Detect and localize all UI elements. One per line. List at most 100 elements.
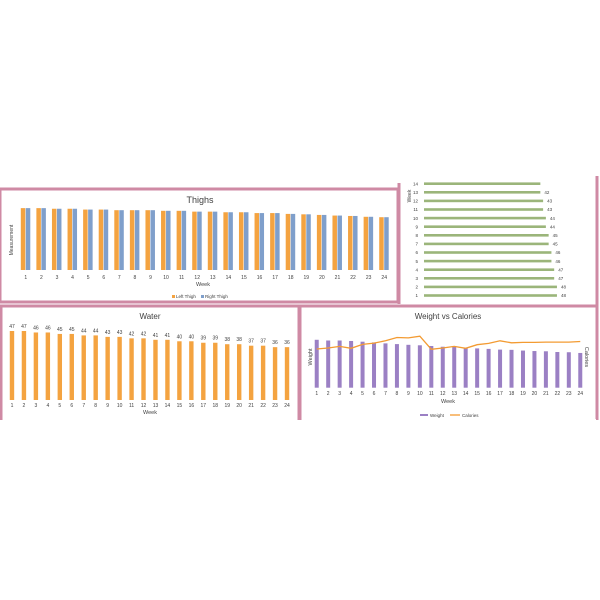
bar-right-thigh [275, 213, 280, 270]
calories-line [316, 335, 581, 350]
weight-bar [383, 343, 388, 388]
x-tick-label: 4 [350, 391, 353, 397]
x-tick-label: 20 [236, 403, 242, 409]
y-tick-label: 6 [415, 250, 418, 255]
y-tick-label: 12 [413, 199, 419, 204]
water-bar [105, 336, 110, 400]
water-bar [248, 345, 254, 400]
data-label: 46 [33, 325, 39, 331]
weight-bar [532, 351, 537, 388]
x-tick-label: 14 [226, 275, 232, 281]
y-tick-label: 11 [413, 207, 418, 212]
x-tick-label: 2 [23, 403, 26, 409]
week-bar [424, 216, 546, 220]
legend-label: Right Thigh [205, 294, 228, 299]
data-label: 40 [177, 334, 183, 340]
x-tick-label: 15 [241, 275, 247, 281]
x-tick-label: 3 [56, 275, 59, 281]
water-bar [260, 345, 266, 400]
water-bar [81, 335, 86, 400]
y-tick-label: 3 [415, 276, 418, 281]
bar-left-thigh [270, 213, 275, 270]
x-tick-label: 20 [532, 391, 538, 397]
bar-right-thigh [25, 208, 31, 270]
x-tick-label: 24 [577, 391, 583, 397]
bar-left-thigh [316, 214, 322, 270]
weight-bar [372, 342, 377, 388]
water-bar [117, 336, 122, 400]
weight-bar [326, 340, 331, 388]
water-bar [129, 338, 134, 400]
x-tick-label: 14 [463, 391, 469, 397]
chart-title: Weight vs Calories [415, 312, 482, 321]
data-label: 37 [260, 339, 266, 345]
x-tick-label: 11 [129, 403, 134, 409]
x-tick-label: 2 [327, 391, 330, 397]
data-label: 41 [165, 333, 171, 339]
x-tick-label: 1 [315, 391, 318, 397]
data-label: 44 [81, 328, 87, 334]
weight-calories-panel [298, 304, 599, 428]
data-label: 47 [9, 324, 15, 330]
x-tick-label: 4 [71, 275, 74, 281]
bar-left-thigh [254, 213, 260, 270]
data-label: 47 [558, 267, 564, 272]
x-tick-label: 22 [555, 391, 561, 397]
weight-bar [349, 340, 354, 388]
weight-bar [429, 346, 434, 388]
bar-left-thigh [285, 213, 291, 270]
data-label: 46 [555, 259, 561, 264]
bar-left-thigh [176, 210, 182, 270]
bar-left-thigh [223, 212, 228, 270]
x-tick-label: 24 [381, 275, 387, 281]
data-label: 48 [561, 285, 567, 290]
weight-bar [578, 352, 583, 388]
x-tick-label: 24 [284, 403, 290, 409]
data-label: 36 [284, 340, 290, 346]
x-tick-label: 3 [35, 403, 38, 409]
y-tick-label: 5 [415, 259, 418, 264]
bar-right-thigh [41, 208, 46, 270]
bar-left-thigh [348, 215, 353, 270]
legend-label: Left Thigh [176, 294, 196, 299]
bar-right-thigh [290, 213, 296, 270]
bar-right-thigh [384, 217, 389, 270]
y-tick-label: 13 [413, 190, 419, 195]
chart-title: Water [139, 312, 160, 321]
weight-bar [314, 339, 319, 388]
legend-label: Weight [430, 413, 445, 418]
bar-right-thigh [306, 214, 311, 270]
bar-right-thigh [321, 214, 327, 270]
data-label: 42 [129, 331, 135, 337]
x-tick-label: 8 [396, 391, 399, 397]
data-label: 44 [550, 224, 556, 229]
data-label: 38 [224, 337, 230, 343]
x-tick-label: 16 [257, 275, 263, 281]
y-tick-label: 10 [413, 216, 419, 221]
y-tick-label: 8 [415, 233, 418, 238]
data-label: 39 [201, 336, 207, 342]
x-tick-label: 17 [201, 403, 207, 409]
data-label: 43 [547, 199, 553, 204]
water-bar [33, 332, 39, 400]
weight-bar [475, 348, 480, 388]
week-bar-panel [400, 176, 597, 302]
x-tick-label: 1 [24, 275, 27, 281]
y-tick-label: 4 [415, 267, 418, 272]
x-tick-label: 20 [319, 275, 325, 281]
week-bar [424, 225, 546, 228]
data-label: 37 [248, 339, 254, 345]
weight-bar [463, 347, 468, 388]
water-bar [93, 335, 98, 400]
weight-bar [337, 340, 342, 388]
chart-title: Thighs [186, 195, 214, 205]
y-tick-label: 7 [415, 242, 418, 247]
x-tick-label: 19 [520, 391, 526, 397]
data-label: 43 [117, 330, 123, 336]
bar-right-thigh [56, 208, 62, 270]
weight-bar [394, 344, 399, 388]
weight-bar [498, 349, 503, 388]
x-tick-label: 11 [179, 275, 184, 281]
bar-left-thigh [83, 209, 88, 270]
